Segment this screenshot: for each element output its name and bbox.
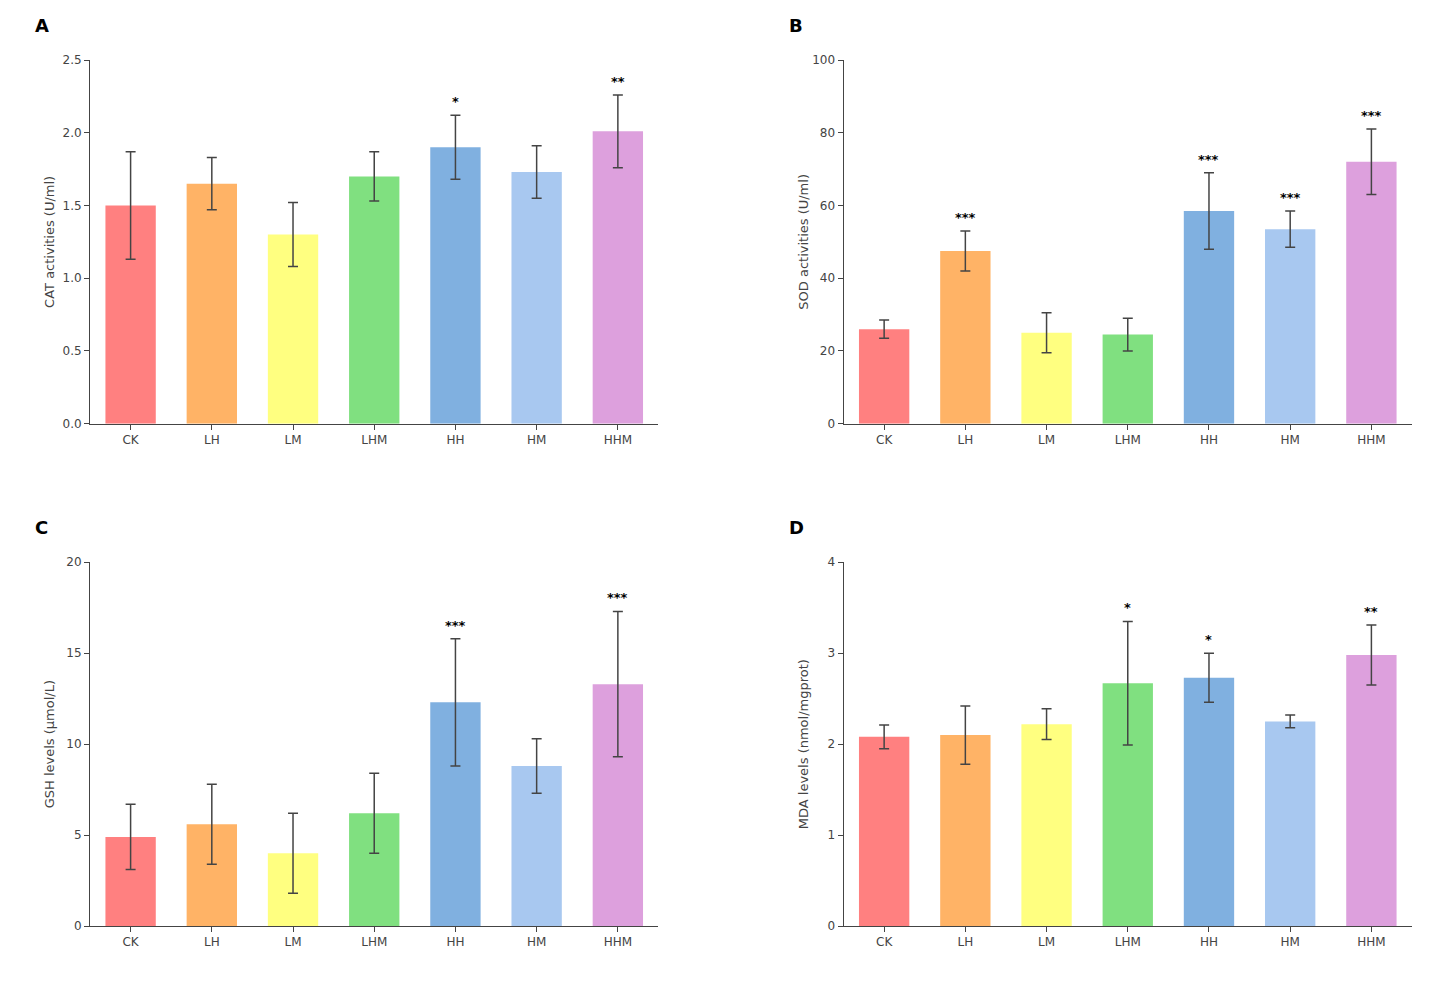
svg-text:C: C [35, 517, 48, 538]
svg-text:HH: HH [446, 935, 464, 949]
svg-text:LM: LM [1038, 935, 1055, 949]
svg-text:HHM: HHM [604, 433, 632, 447]
svg-text:10: 10 [66, 737, 81, 751]
svg-text:GSH levels (μmol/L): GSH levels (μmol/L) [42, 680, 57, 808]
svg-text:HHM: HHM [1357, 935, 1385, 949]
svg-text:**: ** [1364, 604, 1378, 619]
svg-text:HHM: HHM [1357, 433, 1385, 447]
svg-text:A: A [35, 15, 49, 36]
svg-text:3: 3 [827, 646, 835, 660]
svg-text:0: 0 [827, 919, 835, 933]
svg-text:HM: HM [1280, 433, 1299, 447]
svg-text:15: 15 [66, 646, 81, 660]
svg-text:LHM: LHM [1115, 433, 1141, 447]
svg-text:0.0: 0.0 [63, 417, 82, 431]
svg-text:1.0: 1.0 [63, 271, 82, 285]
svg-text:80: 80 [820, 126, 835, 140]
svg-text:LHM: LHM [1115, 935, 1141, 949]
svg-text:2.5: 2.5 [63, 53, 82, 67]
svg-text:100: 100 [812, 53, 835, 67]
svg-text:***: *** [445, 618, 466, 633]
svg-text:***: *** [607, 590, 628, 605]
svg-text:60: 60 [820, 199, 835, 213]
svg-text:LH: LH [957, 935, 973, 949]
svg-text:***: *** [1361, 108, 1382, 123]
svg-text:***: *** [955, 210, 976, 225]
svg-text:LH: LH [204, 935, 220, 949]
svg-text:*: * [1205, 632, 1212, 647]
svg-text:LHM: LHM [361, 935, 387, 949]
svg-text:0: 0 [827, 417, 835, 431]
svg-text:SOD activities (U/ml): SOD activities (U/ml) [796, 174, 811, 310]
svg-text:CK: CK [122, 935, 139, 949]
svg-text:HH: HH [446, 433, 464, 447]
svg-text:LH: LH [204, 433, 220, 447]
svg-text:*: * [1124, 600, 1131, 615]
svg-text:CK: CK [876, 433, 893, 447]
svg-text:D: D [789, 517, 804, 538]
svg-text:0.5: 0.5 [63, 344, 82, 358]
svg-text:1.5: 1.5 [63, 199, 82, 213]
svg-text:MDA levels (nmol/mgprot): MDA levels (nmol/mgprot) [796, 659, 811, 829]
svg-text:CAT activities (U/ml): CAT activities (U/ml) [42, 176, 57, 308]
svg-text:HM: HM [527, 433, 546, 447]
svg-text:*: * [452, 94, 459, 109]
svg-text:HM: HM [1280, 935, 1299, 949]
svg-text:20: 20 [820, 344, 835, 358]
svg-text:1: 1 [827, 828, 835, 842]
svg-text:B: B [789, 15, 803, 36]
svg-text:HH: HH [1200, 935, 1218, 949]
svg-text:***: *** [1280, 190, 1301, 205]
svg-text:LM: LM [284, 935, 301, 949]
svg-text:HHM: HHM [604, 935, 632, 949]
svg-text:HM: HM [527, 935, 546, 949]
svg-text:40: 40 [820, 271, 835, 285]
svg-text:HH: HH [1200, 433, 1218, 447]
svg-text:0: 0 [74, 919, 82, 933]
svg-text:***: *** [1198, 152, 1219, 167]
svg-text:2: 2 [827, 737, 835, 751]
svg-text:20: 20 [66, 555, 81, 569]
svg-text:2.0: 2.0 [63, 126, 82, 140]
svg-text:4: 4 [827, 555, 835, 569]
svg-text:LHM: LHM [361, 433, 387, 447]
svg-text:**: ** [611, 74, 625, 89]
svg-text:5: 5 [74, 828, 82, 842]
svg-text:CK: CK [876, 935, 893, 949]
svg-text:CK: CK [122, 433, 139, 447]
svg-text:LH: LH [957, 433, 973, 447]
svg-text:LM: LM [284, 433, 301, 447]
svg-text:LM: LM [1038, 433, 1055, 447]
